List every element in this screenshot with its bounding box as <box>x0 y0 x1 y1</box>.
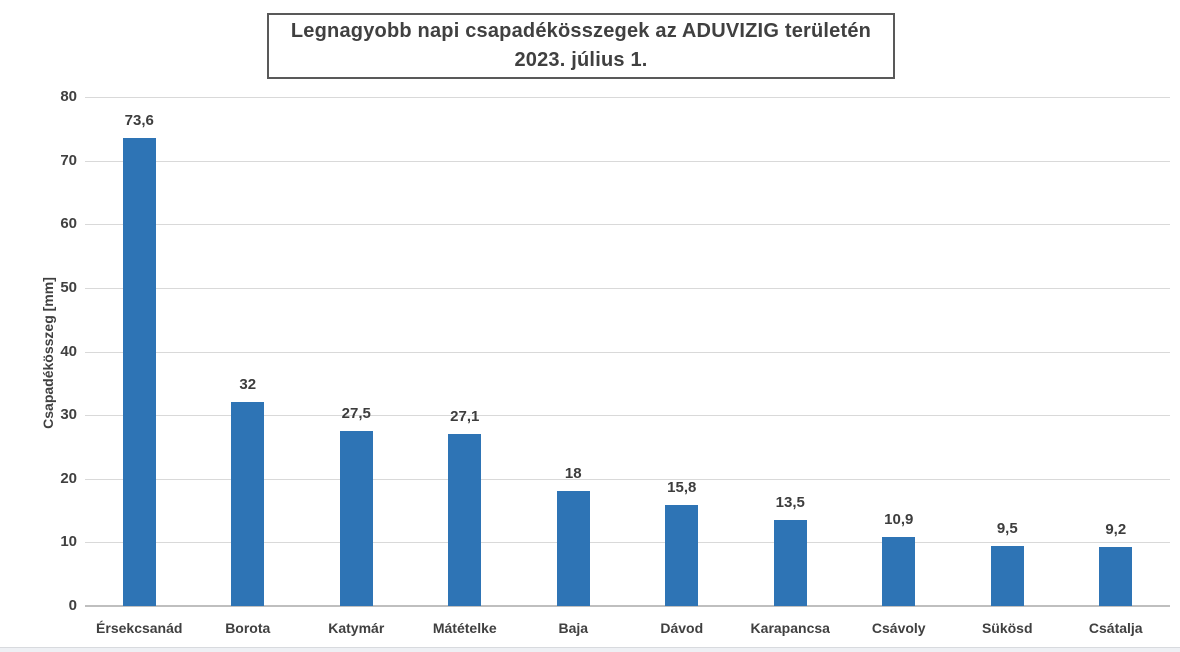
y-tick-label: 10 <box>60 533 77 551</box>
bar-value-label: 15,8 <box>667 479 697 497</box>
bar-value-label: 73,6 <box>124 111 154 129</box>
gridline <box>85 415 1170 417</box>
bar <box>990 545 1024 606</box>
y-tick-label: 80 <box>60 88 77 105</box>
y-tick-label: 40 <box>60 342 77 360</box>
category-label: Érsekcsanád <box>96 620 183 636</box>
y-tick-label: 30 <box>60 406 77 424</box>
gridline <box>85 542 1170 544</box>
bar-value-label: 9,2 <box>1105 521 1127 539</box>
bar <box>882 536 916 606</box>
category-label: Baja <box>558 620 589 636</box>
gridline <box>85 97 1170 98</box>
y-tick-label: 50 <box>60 278 77 296</box>
category-label: Sükösd <box>981 620 1033 636</box>
bottom-edge-strip <box>0 647 1180 652</box>
bar <box>448 433 482 606</box>
gridline <box>85 160 1170 162</box>
bar-value-label: 27,1 <box>450 407 480 425</box>
bar-value-label: 10,9 <box>884 510 914 528</box>
bar <box>556 491 590 606</box>
category-label: Csávoly <box>871 620 926 636</box>
chart-title-box: Legnagyobb napi csapadékösszegek az ADUV… <box>267 13 895 79</box>
category-label: Katymár <box>328 620 385 636</box>
category-label: Karapancsa <box>750 620 830 636</box>
bar <box>339 431 373 606</box>
bar <box>122 137 156 606</box>
bar <box>1099 547 1133 606</box>
chart-subtitle: 2023. július 1. <box>514 49 648 71</box>
bar-value-label: 32 <box>239 376 257 394</box>
y-tick-label: 60 <box>60 215 77 233</box>
x-axis-line <box>85 605 1170 607</box>
bar-value-label: 13,5 <box>775 494 805 512</box>
gridline <box>85 351 1170 353</box>
category-label: Borota <box>225 620 271 636</box>
y-tick-label: 0 <box>68 597 77 614</box>
bar-value-label: 18 <box>564 465 582 483</box>
gridline <box>85 478 1170 480</box>
bar <box>773 520 807 606</box>
gridline <box>85 287 1170 289</box>
category-label: Dávod <box>660 620 704 636</box>
category-label: Csátalja <box>1088 620 1143 636</box>
bar-value-label: 9,5 <box>996 519 1018 537</box>
y-tick-label: 20 <box>60 469 77 487</box>
y-tick-label: 70 <box>60 151 77 169</box>
gridline <box>85 224 1170 226</box>
chart-title: Legnagyobb napi csapadékösszegek az ADUV… <box>290 20 872 42</box>
bar <box>231 402 265 606</box>
bar <box>665 505 699 606</box>
category-label: Mátételke <box>432 620 497 636</box>
bar-value-label: 27,5 <box>341 405 371 423</box>
